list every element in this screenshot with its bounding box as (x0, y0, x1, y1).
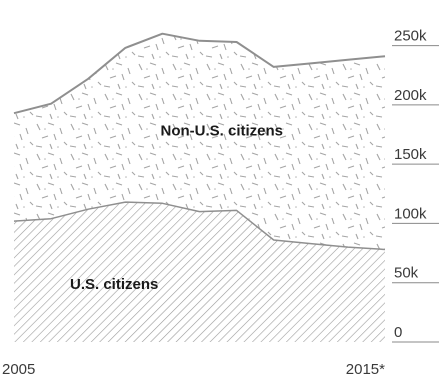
y-tick-label: 200k (394, 87, 427, 104)
y-tick-label: 50k (394, 265, 419, 282)
y-tick-label: 250k (394, 28, 427, 45)
y-tick-label: 150k (394, 146, 427, 163)
edge-non-us-citizens (13, 32, 386, 115)
x-tick-label-end: 2015* (346, 361, 385, 378)
x-axis: 2005 2015* (2, 361, 385, 378)
series-layer (13, 32, 386, 342)
series-label-us-citizens: U.S. citizens (70, 276, 158, 293)
edge-us-citizens (13, 201, 386, 251)
series-label-non-us-citizens: Non-U.S. citizens (161, 123, 284, 140)
y-tick-label: 100k (394, 205, 427, 222)
area-us-citizens (14, 202, 385, 342)
area-non-us-citizens (14, 33, 385, 250)
label-layer: U.S. citizens Non-U.S. citizens (70, 123, 283, 293)
y-tick-label: 0 (394, 324, 402, 341)
x-tick-label-start: 2005 (2, 361, 35, 378)
y-axis: 0 50k 100k 150k 200k 250k (392, 28, 439, 343)
